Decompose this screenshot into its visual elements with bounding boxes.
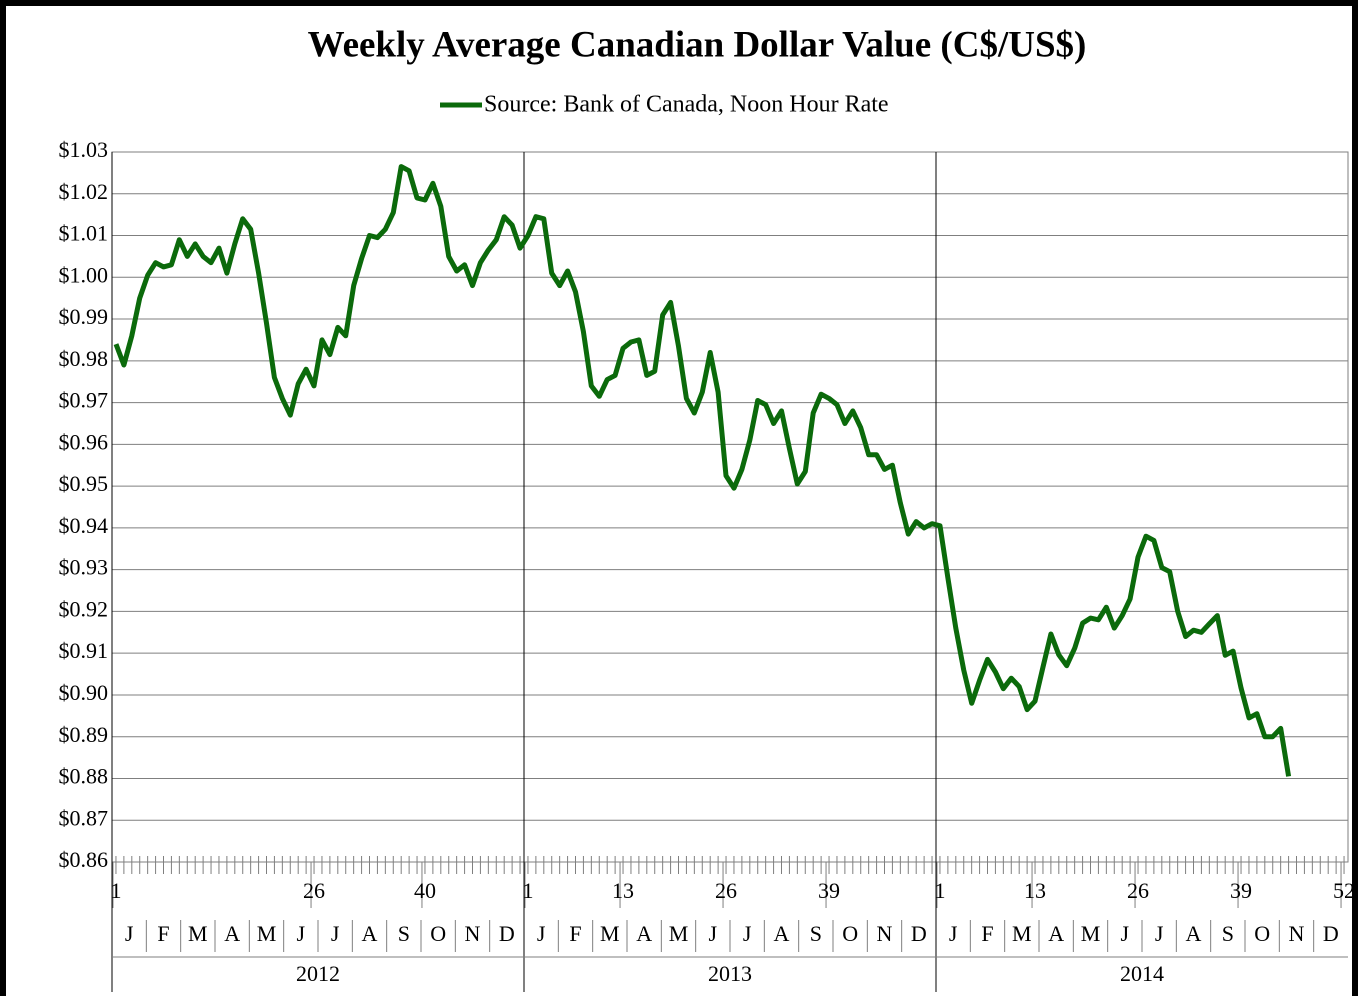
month-label: S [1222, 921, 1234, 946]
y-tick-label: $0.96 [59, 429, 109, 454]
x-tick-label: 40 [414, 878, 436, 903]
plot-border [111, 151, 1349, 863]
y-tick-label: $0.97 [59, 388, 109, 413]
y-tick-label: $1.00 [59, 262, 109, 287]
y-tick-label: $0.95 [59, 471, 109, 496]
y-tick-label: $1.02 [59, 179, 109, 204]
month-label: O [842, 921, 858, 946]
month-label: M [188, 921, 208, 946]
month-label: A [1186, 921, 1202, 946]
y-tick-label: $0.86 [59, 847, 109, 872]
data-line [113, 164, 1292, 777]
month-label: N [465, 921, 481, 946]
month-label: A [636, 921, 652, 946]
y-tick-label: $0.98 [59, 346, 109, 371]
y-tick-label: $0.87 [59, 805, 109, 830]
x-tick-label: 1 [522, 878, 533, 903]
month-label: J [709, 921, 718, 946]
x-tick-label: 13 [1024, 878, 1046, 903]
year-label: 2012 [296, 961, 340, 986]
month-label: M [600, 921, 620, 946]
y-tick-label: $0.92 [59, 596, 109, 621]
month-label: A [362, 921, 378, 946]
month-label: J [743, 921, 752, 946]
month-label: J [537, 921, 546, 946]
x-tick-label: 13 [612, 878, 634, 903]
y-tick-label: $0.91 [59, 638, 109, 663]
x-tick-label: 1 [110, 878, 121, 903]
x-tick-label: 26 [1127, 878, 1149, 903]
month-label: J [1155, 921, 1164, 946]
month-label: O [430, 921, 446, 946]
y-tick-label: $1.01 [59, 221, 109, 246]
month-label: N [1289, 921, 1305, 946]
month-label: S [810, 921, 822, 946]
x-tick-label: 26 [303, 878, 325, 903]
month-label: D [499, 921, 515, 946]
month-label: J [125, 921, 134, 946]
month-label: A [224, 921, 240, 946]
month-label: J [1121, 921, 1130, 946]
y-tick-label: $0.88 [59, 764, 109, 789]
month-label: J [949, 921, 958, 946]
legend-label: Source: Bank of Canada, Noon Hour Rate [484, 92, 889, 118]
month-label: F [569, 921, 581, 946]
month-label: A [1048, 921, 1064, 946]
month-label: O [1254, 921, 1270, 946]
month-label: M [1081, 921, 1101, 946]
x-tick-label: 1 [934, 878, 945, 903]
x-tick-label: 26 [715, 878, 737, 903]
month-label: S [398, 921, 410, 946]
month-label: J [297, 921, 306, 946]
y-tick-label: $0.93 [59, 555, 109, 580]
year-label: 2014 [1120, 961, 1164, 986]
month-label: M [1012, 921, 1032, 946]
month-label: N [877, 921, 893, 946]
y-tick-label: $1.03 [59, 137, 109, 162]
y-tick-label: $0.94 [59, 513, 109, 538]
y-tick-label: $0.99 [59, 304, 109, 329]
x-tick-label: 39 [1230, 878, 1252, 903]
chart-title: Weekly Average Canadian Dollar Value (C$… [308, 24, 1087, 65]
month-label: M [669, 921, 689, 946]
month-label: A [774, 921, 790, 946]
year-label: 2013 [708, 961, 752, 986]
month-label: F [157, 921, 169, 946]
month-label: D [911, 921, 927, 946]
x-tick-label: 39 [818, 878, 840, 903]
month-label: J [331, 921, 340, 946]
month-label: M [257, 921, 277, 946]
y-tick-label: $0.89 [59, 722, 109, 747]
x-tick-label: 52 [1333, 878, 1355, 903]
y-tick-label: $0.90 [59, 680, 109, 705]
month-label: F [981, 921, 993, 946]
month-label: D [1323, 921, 1339, 946]
